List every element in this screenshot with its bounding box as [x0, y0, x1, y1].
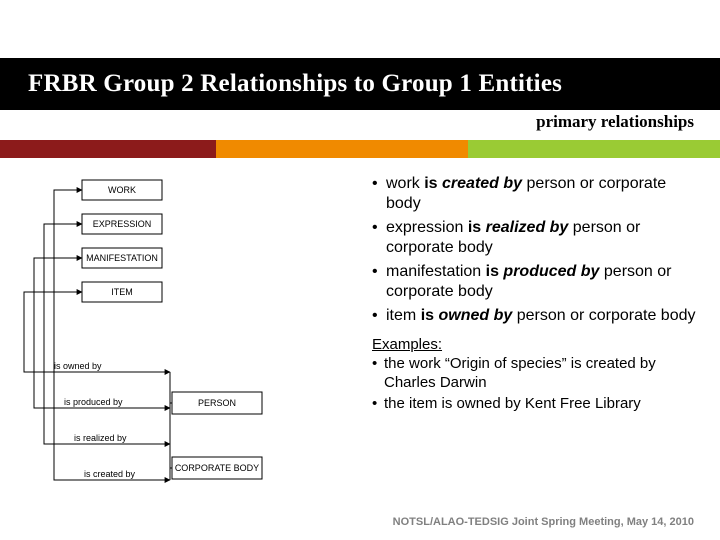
examples-heading: Examples: [372, 336, 698, 353]
example-item: • the item is owned by Kent Free Library [372, 395, 698, 414]
bullet-icon: • [372, 355, 377, 374]
bullet-is: is [468, 219, 486, 236]
subtitle: primary relationships [536, 112, 694, 132]
color-strip [0, 140, 720, 158]
bullet-list: • work is created by person or corporate… [372, 174, 698, 326]
svg-text:is owned by: is owned by [54, 361, 102, 371]
svg-text:MANIFESTATION: MANIFESTATION [86, 253, 158, 263]
color-strip-segment [468, 140, 720, 158]
frbr-diagram-svg: WORK EXPRESSION MANIFESTATION ITEM PERSON COR… [12, 172, 362, 510]
bullet-entity: expression [386, 219, 463, 236]
bullet-is: is [486, 263, 504, 280]
svg-text:ITEM: ITEM [111, 287, 133, 297]
footer-text: NOTSL/ALAO-TEDSIG Joint Spring Meeting, … [393, 516, 694, 528]
bullet-is: is [421, 307, 439, 324]
svg-text:is created by: is created by [84, 469, 136, 479]
svg-text:is produced by: is produced by [64, 397, 123, 407]
bullet-icon: • [372, 218, 378, 238]
svg-text:is realized by: is realized by [74, 433, 127, 443]
bullet-verb: produced by [503, 263, 599, 280]
examples-list: • the work “Origin of species” is create… [372, 355, 698, 413]
bullet-entity: work [386, 175, 420, 192]
bullet-entity: manifestation [386, 263, 481, 280]
example-item: • the work “Origin of species” is create… [372, 355, 698, 393]
bullet-entity: item [386, 307, 416, 324]
bullet-item: • manifestation is produced by person or… [372, 262, 698, 302]
bullet-icon: • [372, 262, 378, 282]
bullet-icon: • [372, 395, 377, 414]
bullet-verb: owned by [438, 307, 512, 324]
page-title: FRBR Group 2 Relationships to Group 1 En… [28, 70, 562, 98]
text-column: • work is created by person or corporate… [372, 174, 698, 415]
bullet-agent: person or corporate body [517, 307, 696, 324]
bullet-verb: created by [442, 175, 522, 192]
bullet-item: • expression is realized by person or co… [372, 218, 698, 258]
bullet-item: • work is created by person or corporate… [372, 174, 698, 214]
svg-text:EXPRESSION: EXPRESSION [93, 219, 152, 229]
svg-text:CORPORATE BODY: CORPORATE BODY [175, 463, 259, 473]
color-strip-segment [0, 140, 216, 158]
slide: FRBR Group 2 Relationships to Group 1 En… [0, 0, 720, 540]
svg-text:WORK: WORK [108, 185, 136, 195]
bullet-icon: • [372, 306, 378, 326]
example-text: the work “Origin of species” is created … [384, 355, 656, 391]
bullet-icon: • [372, 174, 378, 194]
bullet-is: is [424, 175, 442, 192]
bullet-verb: realized by [486, 219, 569, 236]
svg-text:PERSON: PERSON [198, 398, 236, 408]
frbr-diagram: WORK EXPRESSION MANIFESTATION ITEM PERSON COR… [12, 172, 362, 510]
color-strip-segment [216, 140, 468, 158]
example-text: the item is owned by Kent Free Library [384, 395, 641, 412]
title-bar: FRBR Group 2 Relationships to Group 1 En… [0, 58, 720, 110]
bullet-item: • item is owned by person or corporate b… [372, 306, 698, 326]
